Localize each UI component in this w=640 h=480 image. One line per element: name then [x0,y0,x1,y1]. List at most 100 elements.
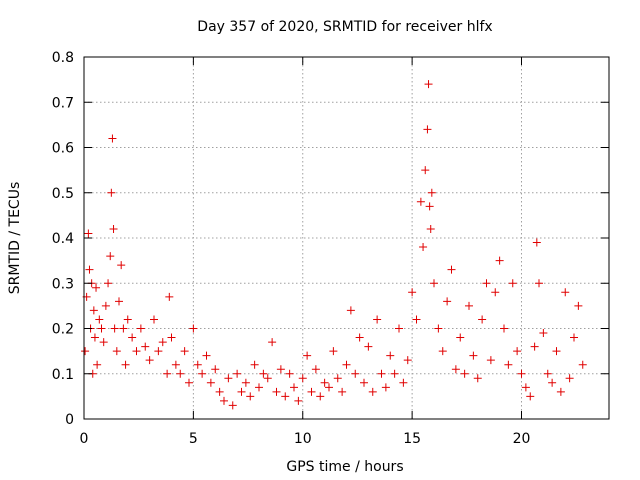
data-point [565,374,574,383]
data-point [81,347,90,356]
data-point [399,378,408,387]
data-point [521,383,530,392]
data-point [403,356,412,365]
data-point [141,342,150,351]
data-point [530,342,539,351]
data-point [220,396,228,405]
data-point [426,224,435,233]
data-point [272,387,281,396]
data-point [136,324,145,333]
x-axis-label: GPS time / hours [286,459,403,475]
data-point [311,365,320,374]
data-point [574,301,583,310]
data-point [451,365,460,374]
data-point [99,338,108,347]
data-point [517,369,526,378]
data-point [556,387,565,396]
data-point [532,238,541,247]
data-point [97,324,106,333]
data-point [255,383,263,392]
data-point [121,360,130,369]
data-point [368,387,377,396]
y-axis-label: SRMTID / TECUs [7,182,23,295]
data-point [89,306,98,315]
y-tick-label: 0.2 [52,322,74,338]
data-point [351,369,360,378]
data-point [180,347,189,356]
data-point [163,369,172,378]
data-point [307,387,316,396]
data-point [552,347,561,356]
data-point [412,315,421,324]
data-point [109,224,118,233]
data-point [342,360,351,369]
data-point [285,369,294,378]
data-point [561,288,570,297]
data-point [215,387,224,396]
data-point [460,369,469,378]
data-point [93,360,102,369]
data-point [386,351,395,360]
data-point [513,347,522,356]
data-point [84,229,93,238]
data-point [193,360,202,369]
data-point [478,315,487,324]
data-point [364,342,373,351]
y-tick-label: 0.4 [52,231,74,247]
data-point [132,347,141,356]
data-point [117,261,126,270]
data-point [85,265,94,274]
data-point [112,347,121,356]
data-point [438,347,447,356]
data-point [110,324,119,333]
data-point [355,333,364,342]
y-tick-label: 0.1 [52,367,74,383]
data-point [158,338,167,347]
data-point [167,333,176,342]
data-point [486,356,495,365]
data-point [246,392,255,401]
data-point [424,80,433,89]
data-point [390,369,399,378]
y-tick-label: 0.3 [52,276,74,292]
data-point [224,374,233,383]
data-point [434,324,443,333]
data-point [465,301,473,310]
data-point [447,265,456,274]
x-tick-label: 20 [513,431,531,447]
data-point [373,315,382,324]
y-tick-label: 0.6 [52,141,74,157]
data-point [381,383,390,392]
data-point [427,188,436,197]
data-point [526,392,535,401]
data-point [281,392,290,401]
data-point [241,378,250,387]
data-point [500,324,508,333]
axis-ticks: 0 0.1 0.2 0.3 0.4 0.5 0.6 0.7 0.8 0 5 10 15 20 [52,50,609,447]
data-point [206,378,215,387]
data-point [211,365,220,374]
data-point [421,166,430,175]
data-point [92,283,101,292]
data-point [548,378,557,387]
data-point [189,324,198,333]
data-point [377,369,386,378]
data-point [419,243,428,252]
x-tick-label: 0 [80,431,89,447]
data-point [346,306,355,315]
data-point [423,125,432,134]
data-point [115,297,123,306]
data-point [176,369,185,378]
y-tick-label: 0.7 [52,95,74,111]
data-point [119,324,128,333]
data-point [325,383,333,392]
data-point [263,374,272,383]
y-tick-label: 0 [65,412,74,428]
data-point [290,383,298,392]
data-point [90,333,99,342]
x-tick-label: 15 [403,431,421,447]
data-point [504,360,513,369]
data-point [268,338,277,347]
data-point [543,369,552,378]
data-point [316,392,325,401]
